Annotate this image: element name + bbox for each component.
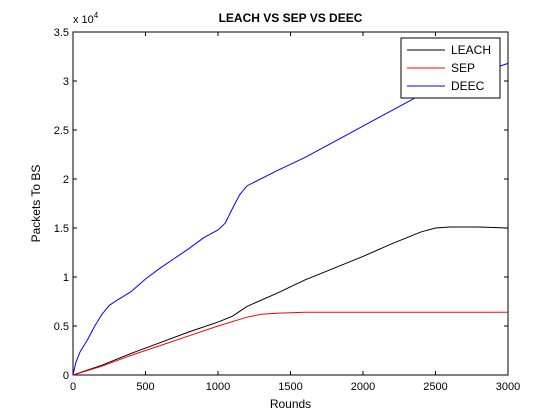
x-tick-label: 500 [136, 381, 154, 393]
legend-label-deec: DEEC [451, 79, 485, 93]
legend: LEACH SEP DEEC [400, 37, 501, 99]
x-tick-label: 3000 [496, 381, 520, 393]
y-tick-label: 1.5 [54, 223, 69, 235]
y-tick-label: 0 [63, 370, 69, 382]
x-tick-label: 1000 [206, 381, 230, 393]
series-line-sep [72, 311, 508, 376]
x-axis-label: Rounds [270, 397, 311, 411]
y-axis-label: Packets To BS [29, 165, 43, 243]
legend-label-sep: SEP [451, 61, 475, 75]
series-line-deec [72, 62, 509, 376]
y-tick-label: 3 [63, 76, 69, 88]
x-tick-label: 2000 [351, 381, 375, 393]
y-exponent-base: x 10 [73, 14, 94, 26]
y-tick-label: 2.5 [54, 125, 69, 137]
x-tick-label: 1500 [278, 381, 302, 393]
y-exponent-label: x 104 [73, 11, 99, 26]
y-tick-label: 2 [63, 174, 69, 186]
legend-label-leach: LEACH [451, 43, 491, 57]
x-tick-label: 2500 [423, 381, 447, 393]
series-lines [72, 62, 509, 376]
series-line-leach [72, 226, 509, 376]
x-tick-label: 0 [70, 381, 76, 393]
y-tick-label: 0.5 [54, 321, 69, 333]
y-tick-label: 1 [63, 272, 69, 284]
y-tick-label: 3.5 [54, 27, 69, 39]
y-exponent-power: 4 [94, 11, 99, 20]
chart-title: LEACH VS SEP VS DEEC [219, 11, 363, 25]
x-axis-ticks: 0 500 1000 1500 2000 2500 3000 [70, 32, 520, 393]
